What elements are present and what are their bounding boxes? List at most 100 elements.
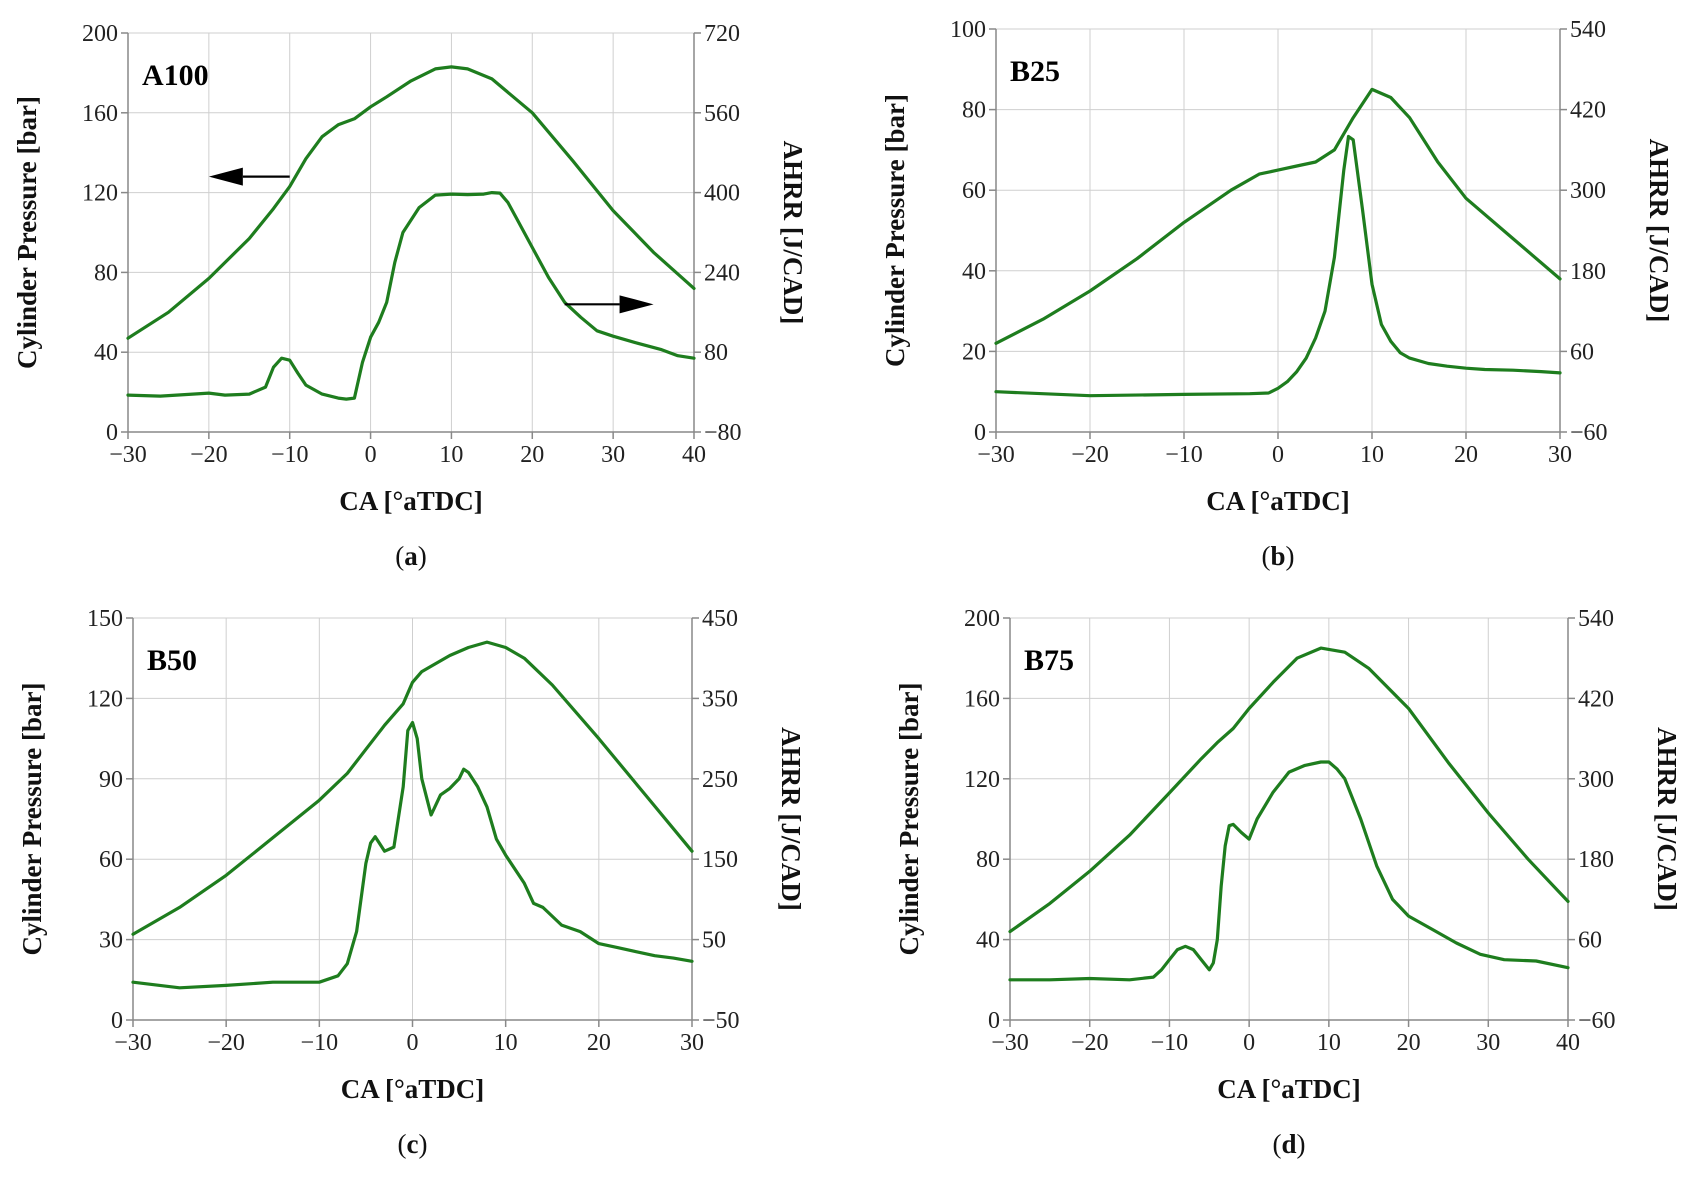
x-tick-label: 20 bbox=[520, 442, 544, 468]
y-tick-label: 80 bbox=[962, 98, 986, 124]
y-tick-label: 150 bbox=[87, 606, 123, 632]
x-tick-label: 0 bbox=[1272, 442, 1284, 468]
y-tick-label: 40 bbox=[94, 340, 118, 366]
y2-axis-label: AHRR [J/CAD] bbox=[778, 141, 808, 325]
y-tick-label: 200 bbox=[964, 606, 1000, 632]
x-tick-label: 10 bbox=[1317, 1030, 1341, 1056]
panel-caption: (b) bbox=[1261, 541, 1294, 571]
chart-panel-c: −30 −20 −10 0 10 20 30 0 30 60 90 120 150 −50 50 150 250… bbox=[17, 606, 806, 1159]
x-tick-label: 40 bbox=[1556, 1030, 1580, 1056]
y2-tick-label: 350 bbox=[702, 686, 738, 712]
panel-title: B50 bbox=[147, 644, 197, 677]
pressure-series-line bbox=[126, 65, 696, 340]
x-tick-label: 20 bbox=[1397, 1030, 1421, 1056]
x-tick-label: −20 bbox=[190, 442, 228, 468]
pressure-series-line bbox=[994, 87, 1562, 345]
y2-axis-label: AHRR [J/CAD] bbox=[1644, 139, 1674, 323]
x-tick-label: −10 bbox=[271, 442, 309, 468]
arrow-left-icon bbox=[208, 167, 243, 186]
y2-tick-label: 150 bbox=[702, 847, 738, 873]
y-tick-label: 60 bbox=[99, 847, 123, 873]
panel-title: B75 bbox=[1024, 644, 1074, 677]
y2-tick-label: 400 bbox=[704, 181, 740, 207]
x-tick-label: −30 bbox=[991, 1030, 1029, 1056]
panel-caption: (c) bbox=[398, 1129, 428, 1159]
y2-tick-label: −50 bbox=[702, 1008, 740, 1034]
x-tick-label: −30 bbox=[114, 1030, 152, 1056]
y2-tick-label: 560 bbox=[704, 101, 740, 127]
y-tick-label: 160 bbox=[82, 101, 118, 127]
y-tick-label: 20 bbox=[962, 339, 986, 365]
panel-title: A100 bbox=[142, 59, 209, 92]
pressure-series-line bbox=[1008, 646, 1570, 934]
ahrr-series-line bbox=[131, 720, 694, 990]
y2-axis-label: AHRR [J/CAD] bbox=[1652, 727, 1682, 911]
x-tick-label: −30 bbox=[109, 442, 147, 468]
y2-tick-label: −60 bbox=[1578, 1008, 1616, 1034]
y-tick-label: 0 bbox=[111, 1008, 123, 1034]
chart-panel-a: −30 −20 −10 0 10 20 30 400 40 80 120 160 200 −80 80 240… bbox=[12, 21, 808, 571]
y2-tick-label: 60 bbox=[1578, 928, 1602, 954]
y2-tick-label: 300 bbox=[1578, 767, 1614, 793]
y2-tick-label: 720 bbox=[704, 21, 740, 47]
x-axis-label: CA [°aTDC] bbox=[341, 1074, 485, 1104]
y-tick-label: 90 bbox=[99, 767, 123, 793]
y2-tick-label: 420 bbox=[1570, 98, 1606, 124]
panel-caption: (d) bbox=[1272, 1129, 1305, 1159]
y2-tick-label: 300 bbox=[1570, 178, 1606, 204]
x-tick-label: 30 bbox=[1548, 442, 1572, 468]
y2-axis-label: AHRR [J/CAD] bbox=[776, 727, 806, 911]
x-tick-label: 0 bbox=[1243, 1030, 1255, 1056]
ahrr-series-line bbox=[126, 191, 696, 401]
x-tick-label: 20 bbox=[587, 1030, 611, 1056]
x-axis-label: CA [°aTDC] bbox=[1206, 486, 1350, 516]
chart-panel-d: −30 −20 −10 0 10 20 30 40 0 40 80 120 160 200 −60 60 180… bbox=[894, 606, 1682, 1159]
y2-tick-label: 50 bbox=[702, 928, 726, 954]
arrow-right-icon bbox=[619, 295, 654, 314]
y-tick-label: 200 bbox=[82, 21, 118, 47]
x-tick-label: −20 bbox=[1071, 442, 1109, 468]
ahrr-series-line bbox=[994, 134, 1562, 398]
y-tick-label: 40 bbox=[976, 928, 1000, 954]
x-tick-label: 10 bbox=[439, 442, 463, 468]
y-tick-label: 60 bbox=[962, 178, 986, 204]
y-axis-label: Cylinder Pressure [bar] bbox=[880, 94, 910, 367]
y2-tick-label: 80 bbox=[704, 340, 728, 366]
y-tick-label: 40 bbox=[962, 259, 986, 285]
x-axis-label: CA [°aTDC] bbox=[339, 486, 483, 516]
panel-caption: (a) bbox=[395, 541, 427, 571]
x-axis-label: CA [°aTDC] bbox=[1217, 1074, 1361, 1104]
y2-tick-label: 540 bbox=[1578, 606, 1614, 632]
x-tick-label: 30 bbox=[680, 1030, 704, 1056]
y-tick-label: 0 bbox=[988, 1008, 1000, 1034]
y2-tick-label: 180 bbox=[1570, 259, 1606, 285]
x-tick-label: −30 bbox=[977, 442, 1015, 468]
y2-tick-label: 60 bbox=[1570, 339, 1594, 365]
chart-panel-b: −30 −20 −10 0 10 20 30020406080100−60601803004… bbox=[880, 17, 1674, 571]
x-tick-label: 40 bbox=[682, 442, 706, 468]
x-tick-label: −20 bbox=[1071, 1030, 1109, 1056]
pressure-series-line bbox=[131, 640, 694, 936]
y-tick-label: 120 bbox=[82, 181, 118, 207]
y2-tick-label: 450 bbox=[702, 606, 738, 632]
y-tick-label: 120 bbox=[87, 686, 123, 712]
y2-tick-label: 420 bbox=[1578, 686, 1614, 712]
y-tick-label: 0 bbox=[974, 420, 986, 446]
x-tick-label: 30 bbox=[1476, 1030, 1500, 1056]
ahrr-series-line bbox=[1008, 760, 1570, 982]
y2-tick-label: −80 bbox=[704, 420, 742, 446]
y-tick-label: 30 bbox=[99, 928, 123, 954]
y2-tick-label: 540 bbox=[1570, 17, 1606, 43]
x-tick-label: 30 bbox=[601, 442, 625, 468]
y2-tick-label: −60 bbox=[1570, 420, 1608, 446]
y-tick-label: 0 bbox=[106, 420, 118, 446]
x-tick-label: −20 bbox=[207, 1030, 245, 1056]
y-tick-label: 80 bbox=[976, 847, 1000, 873]
x-tick-label: −10 bbox=[301, 1030, 339, 1056]
y-axis-label: Cylinder Pressure [bar] bbox=[17, 683, 47, 956]
x-tick-label: 10 bbox=[1360, 442, 1384, 468]
y2-tick-label: 240 bbox=[704, 260, 740, 286]
y2-tick-label: 180 bbox=[1578, 847, 1614, 873]
y-tick-label: 80 bbox=[94, 260, 118, 286]
